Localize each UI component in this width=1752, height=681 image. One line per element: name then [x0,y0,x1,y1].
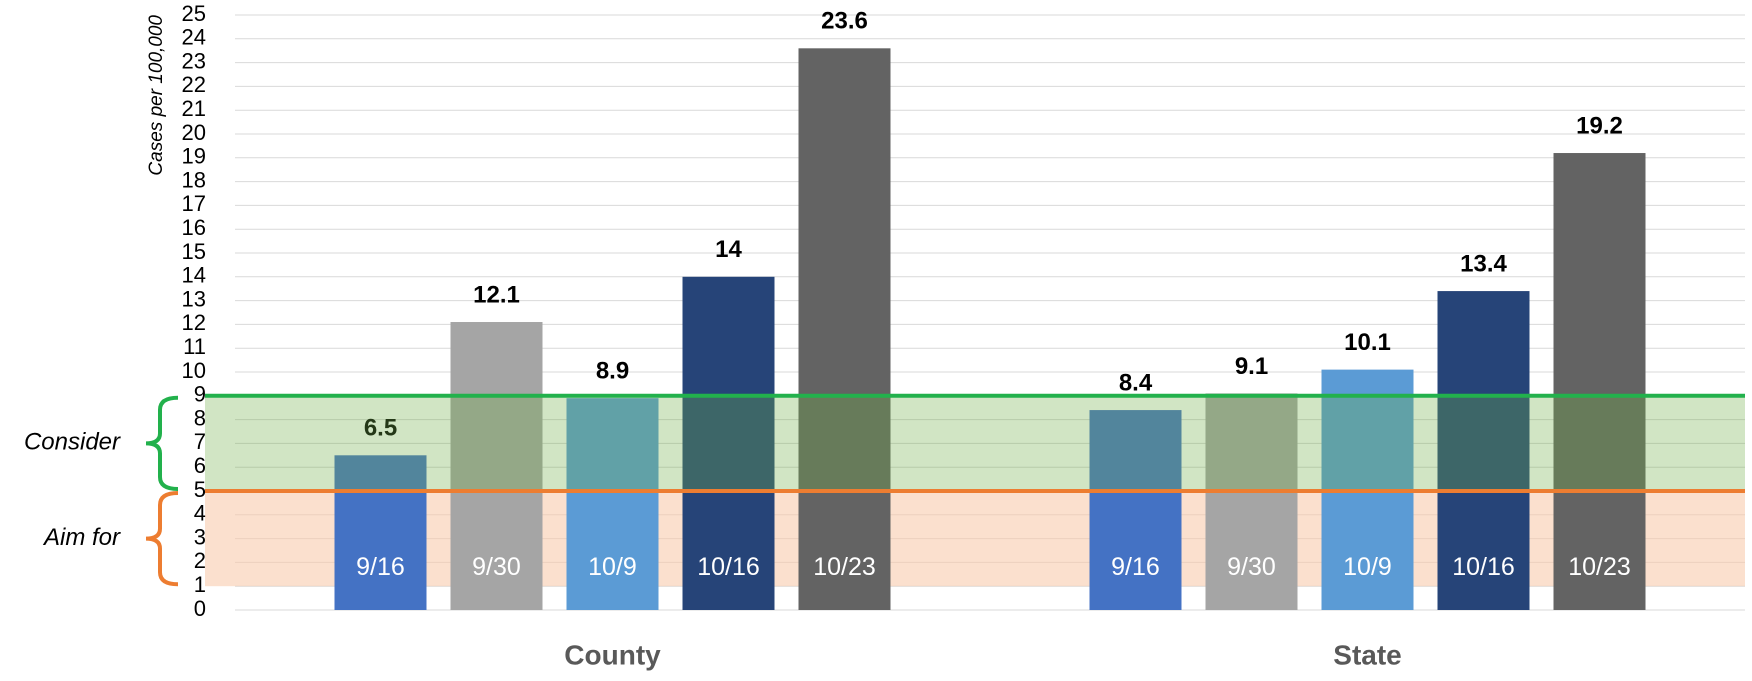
series-label: 10/16 [697,553,760,581]
value-label: 14 [715,236,742,263]
y-tick-label: 5 [194,477,206,502]
value-label: 13.4 [1460,250,1507,277]
y-tick-label: 8 [194,405,206,430]
value-label: 23.6 [821,8,868,35]
y-axis-label: Cases per 100,000 [146,15,167,176]
series-label: 10/16 [1452,553,1515,581]
y-tick-label: 20 [182,120,206,145]
y-tick-label: 13 [182,286,206,311]
bar [1089,410,1182,610]
value-label: 12.1 [473,281,520,308]
value-label: 8.9 [596,358,629,385]
bar [1553,153,1646,611]
x-tick-label: County [564,639,661,670]
bar [798,48,891,610]
y-tick-label: 12 [182,310,206,335]
y-tick-label: 21 [182,96,206,121]
series-label: 9/16 [1111,553,1160,581]
y-tick-label: 24 [182,25,206,50]
bar [566,398,659,610]
bar [450,322,543,610]
y-tick-label: 14 [182,263,206,288]
y-tick-label: 6 [194,453,206,478]
y-tick-label: 11 [183,334,206,359]
y-tick-label: 25 [182,1,206,26]
band-label: Consider [24,429,121,456]
bar [1437,291,1530,610]
y-tick-label: 15 [182,239,206,264]
series-label: 9/30 [472,553,521,581]
series-label: 9/16 [356,553,405,581]
bar [1205,393,1298,610]
value-label: 10.1 [1344,329,1391,356]
value-label: 8.4 [1119,369,1153,396]
y-tick-label: 10 [182,358,206,383]
series-label: 10/9 [588,553,637,581]
y-tick-label: 16 [182,215,206,240]
value-label: 9.1 [1235,353,1268,380]
value-label: 19.2 [1576,112,1623,139]
y-tick-label: 17 [182,191,206,216]
band [205,395,1745,491]
x-tick-label: State [1333,639,1401,670]
series-label: 10/9 [1343,553,1392,581]
y-tick-label: 23 [182,48,206,73]
y-tick-label: 9 [194,382,206,407]
y-tick-label: 18 [182,167,206,192]
brace [145,491,179,587]
y-tick-label: 3 [194,524,206,549]
brace [145,395,179,491]
value-label: 6.5 [364,415,397,442]
y-tick-label: 4 [194,501,206,526]
bar [682,276,775,610]
series-label: 10/23 [1568,553,1631,581]
bar [334,455,427,610]
series-label: 9/30 [1227,553,1276,581]
series-label: 10/23 [813,553,876,581]
y-tick-label: 19 [182,144,206,169]
band-label: Aim for [42,524,121,551]
y-tick-label: 0 [194,596,206,621]
y-tick-label: 22 [182,72,206,97]
y-tick-label: 7 [194,429,206,454]
y-tick-label: 2 [194,548,206,573]
y-tick-label: 1 [194,572,206,597]
